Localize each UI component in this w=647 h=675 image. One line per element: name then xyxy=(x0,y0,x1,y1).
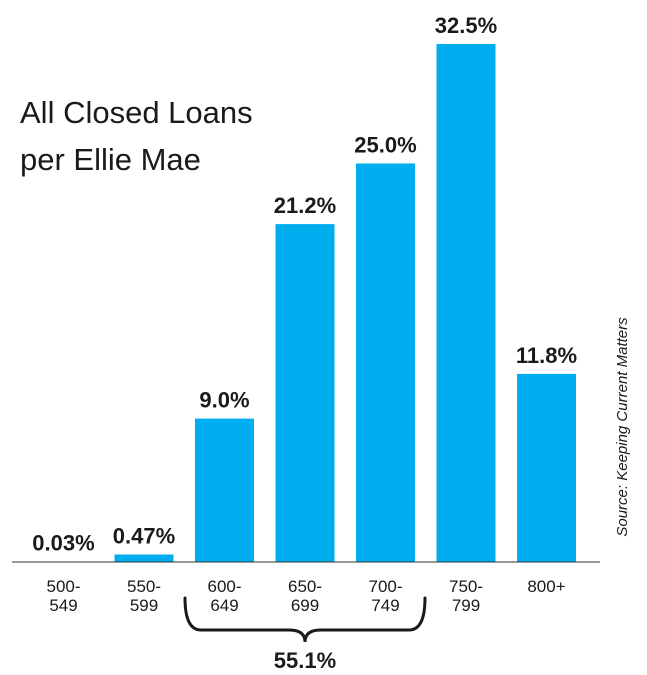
x-tick-label-6-line-0: 800+ xyxy=(527,577,565,596)
data-labels: 0.03% 0.47% 9.0% 21.2% 25.0% 32.5% 11.8% xyxy=(32,13,577,556)
bar-2 xyxy=(195,418,254,562)
chart-title-line-1: All Closed Loans xyxy=(20,95,253,130)
chart-title-line-2: per Ellie Mae xyxy=(20,142,201,177)
chart-title: All Closed Loans per Ellie Mae xyxy=(20,95,253,177)
x-tick-label-5-line-0: 750- xyxy=(449,577,483,596)
x-tick-label-3-line-1: 699 xyxy=(291,596,319,615)
x-tick-label-4-line-1: 749 xyxy=(371,596,399,615)
bar-series xyxy=(34,44,576,562)
data-label-0: 0.03% xyxy=(32,531,94,556)
data-label-5: 32.5% xyxy=(435,13,497,38)
x-tick-label-0-line-1: 549 xyxy=(49,596,77,615)
x-tick-label-1-line-0: 550- xyxy=(127,577,161,596)
x-tick-label-1-line-1: 599 xyxy=(130,596,158,615)
x-tick-labels: 500-549 550-599 600-649 650-699 700-749 750-7… xyxy=(46,577,565,615)
x-tick-label-2-line-0: 600- xyxy=(207,577,241,596)
bar-4 xyxy=(356,163,415,562)
source-label: Source: Keeping Current Matters xyxy=(614,317,631,537)
bar-3 xyxy=(275,224,335,562)
data-label-1: 0.47% xyxy=(113,524,175,549)
data-label-3: 21.2% xyxy=(274,193,336,218)
x-tick-label-0-line-0: 500- xyxy=(46,577,80,596)
x-tick-label-3-line-0: 650- xyxy=(288,577,322,596)
data-label-4: 25.0% xyxy=(354,133,416,158)
x-tick-label-5-line-1: 799 xyxy=(452,596,480,615)
bar-6 xyxy=(517,373,576,562)
x-tick-label-4-line-0: 700- xyxy=(368,577,402,596)
group-bracket xyxy=(183,596,427,643)
data-label-2: 9.0% xyxy=(199,388,249,413)
data-label-6: 11.8% xyxy=(516,343,577,368)
x-tick-label-2-line-1: 649 xyxy=(210,596,238,615)
group-bracket-label: 55.1% xyxy=(274,648,336,673)
bar-5 xyxy=(436,44,496,562)
bar-1 xyxy=(114,554,174,562)
